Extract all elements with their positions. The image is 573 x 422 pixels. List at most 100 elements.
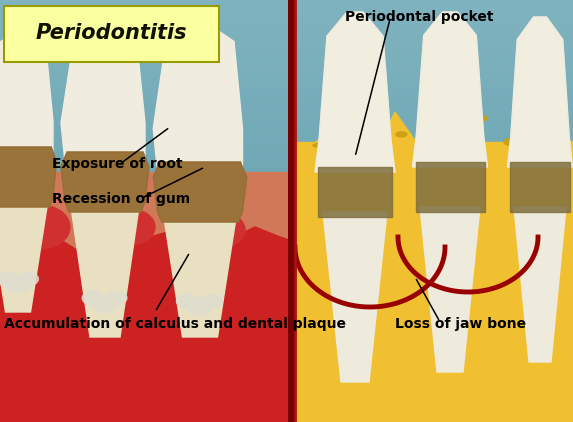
Ellipse shape [551,230,556,236]
Polygon shape [510,162,570,212]
Ellipse shape [447,113,456,118]
Ellipse shape [396,132,407,137]
Ellipse shape [439,246,453,258]
Ellipse shape [336,112,344,115]
Polygon shape [61,152,149,212]
Ellipse shape [327,141,332,145]
Ellipse shape [395,296,402,304]
Polygon shape [295,142,573,422]
Ellipse shape [483,295,489,301]
Ellipse shape [536,368,547,378]
Text: Periodontal pocket: Periodontal pocket [345,10,493,24]
Ellipse shape [519,284,533,289]
Ellipse shape [541,192,547,199]
Ellipse shape [300,191,315,199]
Polygon shape [318,167,392,217]
Ellipse shape [555,332,562,343]
Ellipse shape [512,392,517,399]
Polygon shape [315,12,395,172]
Polygon shape [0,37,53,157]
Ellipse shape [417,314,429,320]
Ellipse shape [107,292,127,305]
Ellipse shape [0,272,18,286]
Ellipse shape [450,164,466,170]
Ellipse shape [312,180,320,188]
Ellipse shape [434,139,440,146]
Ellipse shape [307,335,315,340]
Ellipse shape [448,132,452,139]
Ellipse shape [441,129,452,133]
Ellipse shape [456,329,468,338]
Ellipse shape [542,131,552,138]
Ellipse shape [18,272,38,286]
Ellipse shape [476,284,482,292]
Ellipse shape [504,139,515,145]
Ellipse shape [176,294,198,308]
Polygon shape [153,162,247,222]
Ellipse shape [365,111,372,115]
Ellipse shape [379,285,392,293]
Ellipse shape [511,242,524,247]
Ellipse shape [203,295,223,308]
Ellipse shape [533,123,539,126]
Polygon shape [420,207,480,372]
Ellipse shape [195,212,245,248]
Ellipse shape [507,269,517,279]
Text: Recession of gum: Recession of gum [52,192,190,206]
Ellipse shape [534,129,541,133]
Ellipse shape [465,272,474,276]
Polygon shape [315,12,395,172]
Bar [4,6,219,62]
Polygon shape [0,172,295,422]
Ellipse shape [82,291,104,305]
Polygon shape [61,152,149,212]
Polygon shape [0,147,57,207]
Polygon shape [514,207,566,362]
Polygon shape [153,27,242,172]
Ellipse shape [419,218,429,229]
Ellipse shape [499,324,511,330]
Ellipse shape [351,314,360,319]
Polygon shape [61,32,145,162]
Ellipse shape [500,181,512,192]
Polygon shape [295,112,573,422]
Ellipse shape [536,352,546,362]
Ellipse shape [380,112,385,119]
Ellipse shape [457,160,465,169]
Text: Exposure of root: Exposure of root [52,157,183,171]
Ellipse shape [302,298,312,302]
Ellipse shape [5,276,30,293]
Polygon shape [508,17,572,167]
Text: Loss of jaw bone: Loss of jaw bone [395,317,526,331]
Ellipse shape [468,364,484,375]
Ellipse shape [360,255,367,265]
Polygon shape [0,222,295,422]
Ellipse shape [509,219,516,229]
Polygon shape [0,202,48,312]
Ellipse shape [529,229,543,241]
Ellipse shape [187,299,213,315]
Ellipse shape [319,365,324,373]
Ellipse shape [413,250,418,262]
Polygon shape [413,12,488,167]
Ellipse shape [445,362,450,368]
Ellipse shape [478,116,488,121]
Polygon shape [71,207,139,337]
Ellipse shape [10,205,70,249]
Polygon shape [0,147,57,207]
Polygon shape [164,217,236,337]
Ellipse shape [332,346,344,351]
Ellipse shape [452,341,467,353]
Ellipse shape [536,397,548,401]
Text: Accumulation of calculus and dental plaque: Accumulation of calculus and dental plaq… [4,317,346,331]
Ellipse shape [454,216,468,226]
Ellipse shape [320,203,329,213]
Ellipse shape [520,128,531,136]
Ellipse shape [376,127,384,131]
Ellipse shape [105,209,155,245]
Ellipse shape [316,312,330,319]
Polygon shape [295,212,573,422]
Polygon shape [153,162,247,222]
Ellipse shape [368,274,381,285]
Ellipse shape [400,384,408,396]
